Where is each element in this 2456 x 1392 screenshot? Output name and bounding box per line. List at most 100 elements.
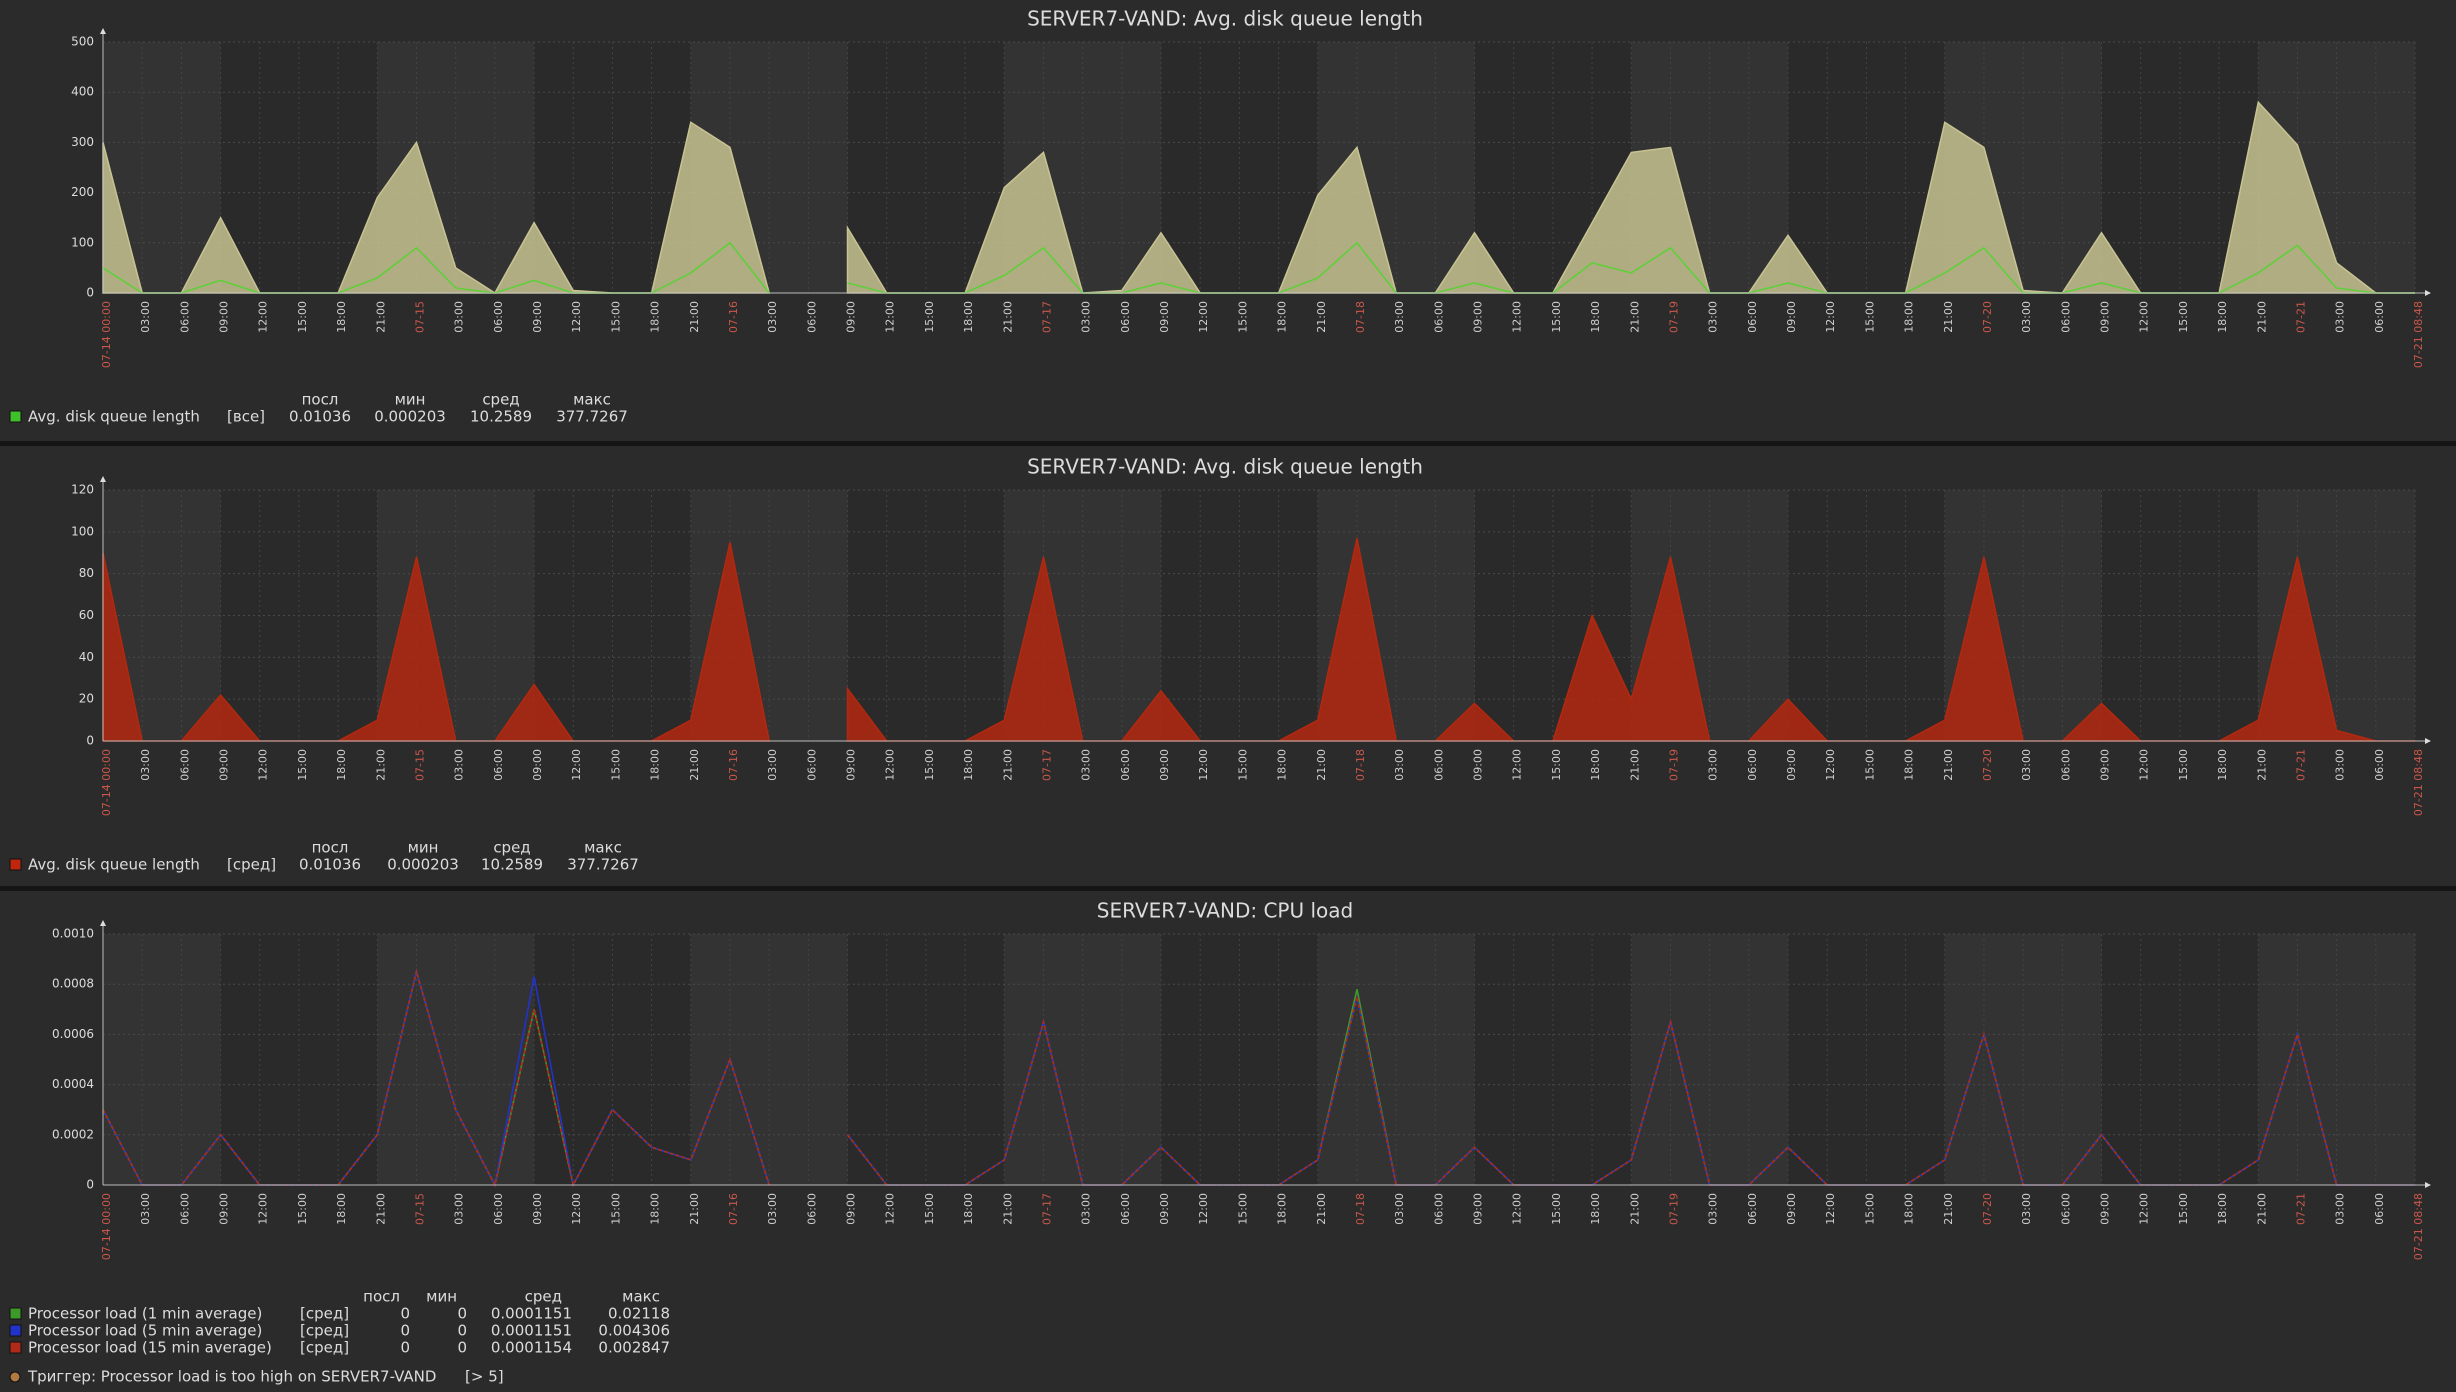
legend-name: Processor load (1 min average) [28,1305,262,1323]
x-tick-label: 15:00 [296,301,309,333]
x-tick-label: 18:00 [335,301,348,333]
x-tick-label: 18:00 [1276,1193,1289,1225]
x-tick-label: 15:00 [1550,301,1563,333]
x-tick-label: 18:00 [1589,1193,1602,1225]
panel-separator [0,441,2456,446]
x-tick-label: 09:00 [218,749,231,781]
x-tick-label: 03:00 [139,1193,152,1225]
y-tick-label: 0.0006 [52,1027,94,1041]
x-tick-label: 06:00 [1432,301,1445,333]
x-tick-label: 06:00 [805,301,818,333]
legend-stat: 0 [400,1339,410,1357]
x-tick-label: 06:00 [1432,749,1445,781]
night-band [1513,934,1553,1185]
axis-arrow [2425,738,2431,744]
x-tick-label: 12:00 [570,301,583,333]
night-band [1161,934,1201,1185]
legend-swatch [9,1307,22,1320]
x-tick-label: 07-17 [1040,301,1053,333]
night-band [1474,934,1514,1185]
night-band [534,934,574,1185]
night-band [298,42,339,293]
night-band [1239,934,1279,1185]
x-tick-label: 21:00 [2255,301,2268,333]
x-tick-label: 03:00 [1707,301,1720,333]
x-tick-label: 03:00 [1707,749,1720,781]
x-tick-label: 09:00 [1472,301,1485,333]
legend-name: Processor load (15 min average) [28,1339,272,1357]
panel-separator [0,886,2456,891]
x-tick-label: 09:00 [1472,1193,1485,1225]
legend-func: [сред] [227,856,276,874]
x-tick-label: 21:00 [1628,301,1641,333]
x-tick-label: 21:00 [1315,301,1328,333]
x-tick-label: 06:00 [492,301,505,333]
x-tick-label: 07-15 [413,749,426,781]
x-tick-label: 12:00 [1511,749,1524,781]
x-tick-label: 18:00 [962,1193,975,1225]
x-tick-label: 07-14 00:00 [100,1193,113,1260]
x-tick-label: 03:00 [1393,301,1406,333]
x-tick-label: 15:00 [923,301,936,333]
x-tick-label: 07-19 [1667,749,1680,781]
x-tick-label: 09:00 [845,301,858,333]
x-tick-label: 06:00 [1119,1193,1132,1225]
x-tick-label: 07-18 [1354,301,1367,333]
x-tick-label: 18:00 [1276,301,1289,333]
legend-stat: 0 [400,1305,410,1323]
x-tick-label: 12:00 [1824,749,1837,781]
x-tick-label: 15:00 [609,749,622,781]
night-band [259,934,299,1185]
x-tick-label: 03:00 [766,301,779,333]
x-tick-label: 03:00 [2334,749,2347,781]
legend-stat: 0.02118 [608,1305,670,1323]
x-tick-label: 09:00 [2099,301,2112,333]
night-band [612,934,652,1185]
x-tick-label: 07-20 [1981,1193,1994,1225]
x-tick-label: 03:00 [2334,1193,2347,1225]
x-tick-label: 07-21 [2294,301,2307,333]
night-band [2219,934,2259,1185]
series-line [102,241,770,294]
legend-stat: 0 [400,1322,410,1340]
night-band [1513,42,1553,293]
x-tick-label: 21:00 [374,749,387,781]
x-tick-label: 06:00 [492,1193,505,1225]
y-tick-label: 200 [71,185,94,199]
legend-header: посл [312,839,349,857]
night-band [1827,934,1867,1185]
x-tick-label: 07-18 [1354,749,1367,781]
x-tick-label: 06:00 [805,749,818,781]
x-tick-label: 09:00 [218,1193,231,1225]
x-tick-label: 18:00 [335,749,348,781]
x-tick-label: 09:00 [1158,301,1171,333]
x-tick-label: 15:00 [609,301,622,333]
x-tick-label: 15:00 [2177,301,2190,333]
legend-stat: 0.000203 [374,408,446,426]
chart-title: SERVER7-VAND: Avg. disk queue length [1027,7,1423,31]
legend-header: мин [395,391,426,409]
x-tick-label: 18:00 [1276,749,1289,781]
night-band [847,934,887,1185]
night-band [1788,934,1828,1185]
legend-stat: 0 [457,1339,467,1357]
x-tick-label: 07-14 00:00 [100,301,113,368]
x-tick-label: 03:00 [2020,749,2033,781]
x-tick-label: 12:00 [257,749,270,781]
legend-swatch [9,858,22,871]
x-tick-label: 07-21 08:48 [2412,301,2425,368]
x-tick-label: 07-16 [727,749,740,781]
night-band [1866,42,1906,293]
x-tick-label: 09:00 [1158,749,1171,781]
legend-stat: 0.0001154 [491,1339,572,1357]
x-tick-label: 09:00 [845,749,858,781]
x-tick-label: 15:00 [2177,1193,2190,1225]
legend-swatch [9,410,22,423]
x-tick-label: 18:00 [1589,749,1602,781]
x-tick-label: 07-21 [2294,1193,2307,1225]
axis-arrow [100,920,106,926]
night-band [1866,934,1906,1185]
x-tick-label: 09:00 [1785,301,1798,333]
legend-header: сред [493,839,530,857]
legend-header: сред [482,391,519,409]
